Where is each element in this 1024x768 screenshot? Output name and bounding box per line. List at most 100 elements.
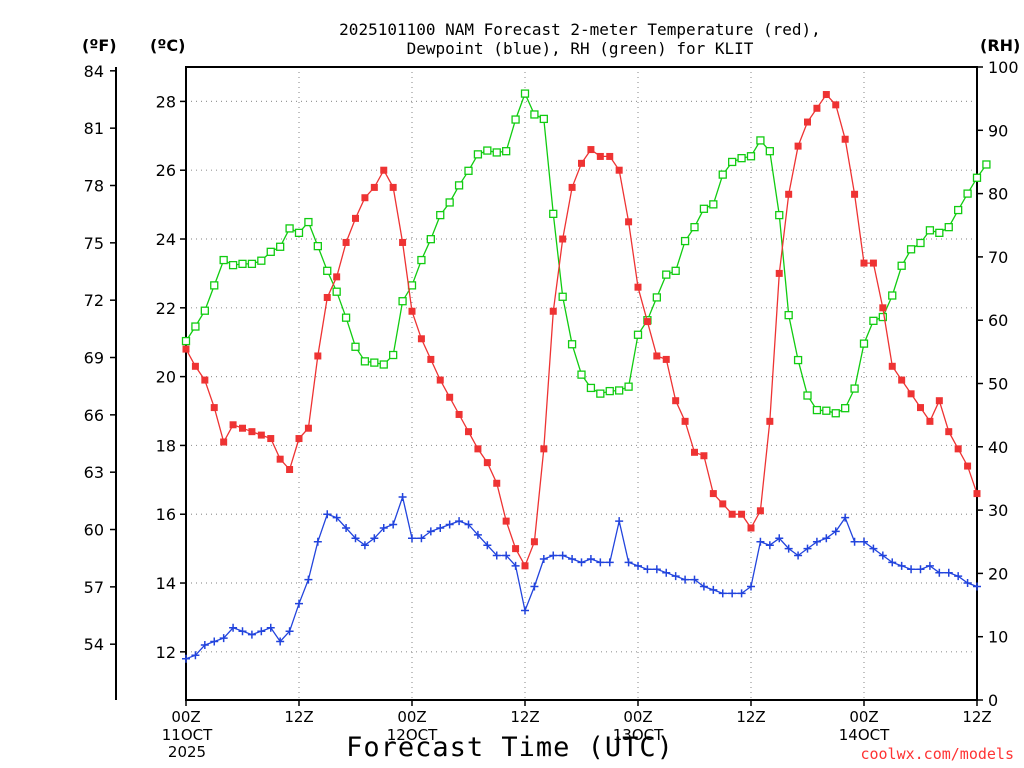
rh-point xyxy=(567,340,577,349)
temperature-point xyxy=(964,462,972,470)
credit-text[interactable]: coolwx.com/models xyxy=(860,745,1014,763)
dewpoint-point xyxy=(417,534,426,543)
temperature-point xyxy=(888,362,896,370)
x-tick-label: 00Z xyxy=(849,708,878,726)
dewpoint-point xyxy=(605,558,614,567)
temperature-point xyxy=(879,304,887,312)
rh-point xyxy=(888,291,897,300)
rh-point xyxy=(680,236,690,246)
dewpoint-point xyxy=(455,517,464,526)
rh-point xyxy=(257,256,266,265)
dewpoint-point xyxy=(568,554,577,563)
rh-point xyxy=(191,322,200,331)
temperature-point xyxy=(851,190,859,198)
dewpoint-point xyxy=(935,568,944,577)
fahrenheit-unit-label: (ºF) xyxy=(82,36,117,55)
temperature-point xyxy=(719,500,727,508)
temperature-point xyxy=(813,104,821,112)
date-label-14oct: 14OCT xyxy=(838,726,890,744)
x-axis-title: Forecast Time (UTC) xyxy=(346,732,674,763)
dewpoint-point xyxy=(539,554,548,563)
fahrenheit-tick-label: 69 xyxy=(84,349,104,368)
temperature-point xyxy=(822,91,830,99)
dewpoint-point xyxy=(304,575,313,584)
rh-point xyxy=(511,115,520,124)
rh-point xyxy=(539,114,548,124)
dewpoint-point xyxy=(295,599,303,608)
rh-tick-label: 10 xyxy=(988,628,1008,647)
rh-point xyxy=(549,209,558,219)
temperature-point xyxy=(926,417,934,425)
celsius-tick-label: 18 xyxy=(156,436,176,455)
x-tick-label: 12Z xyxy=(510,708,539,726)
rh-point xyxy=(276,242,285,251)
rh-point xyxy=(285,224,294,233)
temperature-point xyxy=(342,238,350,246)
temperature-point xyxy=(229,421,237,429)
rh-point xyxy=(737,154,746,163)
temperature-point xyxy=(493,479,501,487)
temperature-point xyxy=(907,390,915,398)
temperature-point xyxy=(248,428,256,436)
temperature-point xyxy=(559,235,567,243)
celsius-tick-label: 28 xyxy=(156,92,176,111)
dewpoint-point xyxy=(492,551,501,560)
dewpoint-point xyxy=(436,523,445,532)
date-11oct-text: 11OCT xyxy=(161,726,213,744)
dewpoint-point xyxy=(699,582,708,591)
dewpoint-point xyxy=(888,558,897,567)
temperature-point xyxy=(681,417,689,425)
temperature-point xyxy=(399,238,407,246)
dewpoint-point xyxy=(219,634,228,643)
rh-point xyxy=(360,357,370,366)
dewpoint-point xyxy=(615,517,624,526)
fahrenheit-tick-label: 78 xyxy=(84,176,104,195)
rh-point xyxy=(210,281,219,290)
dewpoint-point xyxy=(238,627,247,636)
fahrenheit-tick-label: 75 xyxy=(84,234,104,253)
rh-unit-label: (RH) xyxy=(980,36,1021,55)
rh-point xyxy=(181,336,191,346)
temperature-point xyxy=(832,101,840,109)
temperature-point xyxy=(191,362,199,370)
rh-point xyxy=(200,306,209,315)
temperature-point xyxy=(691,448,698,456)
rh-point xyxy=(690,222,699,232)
dewpoint-point xyxy=(342,523,351,532)
dewpoint-series-line xyxy=(185,494,978,660)
dewpoint-point xyxy=(643,565,652,574)
dewpoint-point xyxy=(954,572,963,581)
dewpoint-point xyxy=(831,527,840,536)
dewpoint-point xyxy=(332,513,341,522)
temperature-point xyxy=(408,307,416,315)
rh-point xyxy=(436,210,445,220)
rh-point xyxy=(944,222,953,232)
temperature-point xyxy=(898,376,906,384)
temperature-point xyxy=(210,404,218,412)
dewpoint-point xyxy=(351,534,360,543)
rh-point xyxy=(605,386,614,396)
rh-tick-label: 50 xyxy=(988,375,1008,394)
fahrenheit-tick-label: 54 xyxy=(84,635,104,654)
dewpoint-point xyxy=(473,530,482,539)
date-label-11oct: 11OCT 2025 xyxy=(160,727,214,761)
rh-point xyxy=(850,384,859,393)
rh-point xyxy=(407,281,417,290)
fahrenheit-tick-label: 72 xyxy=(84,291,104,310)
rh-point xyxy=(869,316,878,325)
temperature-point xyxy=(653,352,661,360)
dewpoint-point xyxy=(502,551,511,560)
dewpoint-point xyxy=(624,558,633,567)
dewpoint-point xyxy=(728,589,737,598)
rh-point xyxy=(502,147,511,156)
celsius-tick-label: 16 xyxy=(156,505,176,524)
temperature-point xyxy=(549,307,557,315)
celsius-tick-label: 24 xyxy=(156,230,176,249)
temperature-point xyxy=(502,517,510,525)
rh-point xyxy=(492,148,501,157)
temperature-point xyxy=(625,218,633,226)
fahrenheit-tick-label: 63 xyxy=(84,463,104,482)
dewpoint-point xyxy=(285,627,294,636)
x-tick-label: 12Z xyxy=(736,708,765,726)
temperature-point xyxy=(239,424,246,432)
